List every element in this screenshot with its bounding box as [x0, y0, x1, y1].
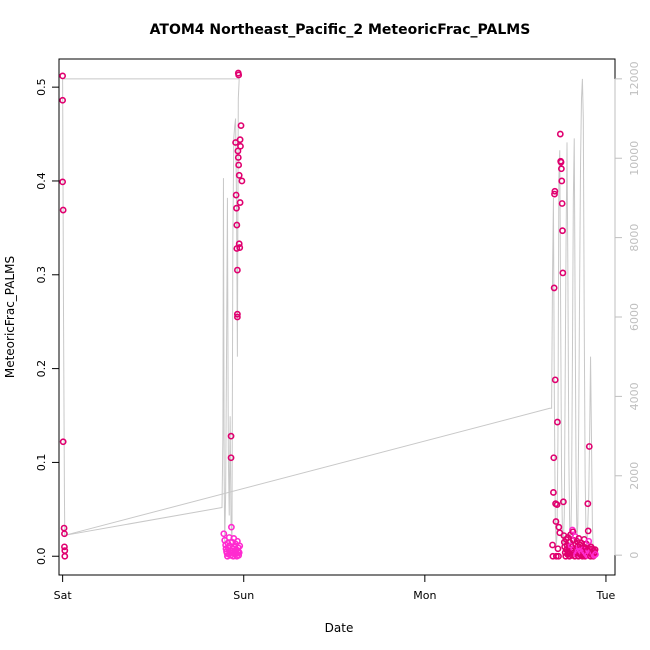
data-point — [559, 227, 566, 235]
data-point — [234, 154, 242, 161]
data-point — [233, 313, 241, 321]
data-point — [232, 191, 240, 199]
data-point — [551, 376, 559, 384]
data-point — [550, 284, 558, 292]
data-point — [235, 161, 243, 169]
data-point — [59, 96, 67, 104]
x-tick-label: Mon — [413, 589, 436, 602]
y-axis-label: MeteoricFrac_PALMS — [3, 256, 17, 378]
data-point — [61, 547, 69, 555]
data-point — [235, 551, 243, 559]
series-line-1 — [64, 78, 594, 552]
data-point — [61, 552, 69, 560]
data-point — [237, 142, 244, 150]
data-point — [59, 206, 67, 214]
data-point — [558, 177, 566, 185]
data-points-layer — [59, 69, 599, 560]
data-point — [235, 171, 243, 179]
chart-title: ATOM4 Northeast_Pacific_2 MeteoricFrac_P… — [150, 22, 531, 38]
data-point — [232, 139, 239, 146]
data-point — [235, 240, 243, 248]
data-point — [61, 543, 68, 551]
data-point — [59, 72, 67, 80]
data-point — [553, 501, 561, 509]
data-point — [236, 542, 244, 550]
data-point — [585, 443, 593, 450]
data-point — [227, 432, 235, 440]
data-point — [238, 177, 246, 185]
data-point — [550, 489, 557, 496]
data-point — [559, 498, 567, 506]
data-point — [557, 165, 565, 173]
data-point — [585, 537, 593, 545]
y-axis: 0.0 0.1 0.2 0.3 0.4 0.5 — [35, 78, 60, 565]
data-point — [551, 187, 559, 195]
y-tick-label: 0.2 — [35, 360, 48, 378]
data-point — [235, 71, 243, 79]
data-point — [236, 199, 244, 206]
right-y-tick-label: 10000 — [628, 141, 641, 176]
data-point — [558, 200, 566, 207]
data-point — [236, 244, 244, 251]
data-point — [554, 545, 562, 553]
data-point — [235, 549, 243, 556]
right-axis-line-layer — [62, 78, 594, 552]
data-point — [220, 530, 228, 538]
data-point — [233, 266, 241, 274]
data-point — [555, 523, 563, 531]
y-tick-label: 0.3 — [35, 266, 48, 284]
data-point — [549, 541, 556, 549]
data-point — [556, 130, 564, 138]
data-point — [551, 190, 558, 198]
right-y-tick-label: 8000 — [628, 224, 641, 252]
data-point — [584, 527, 592, 535]
y-tick-label: 0.1 — [35, 454, 48, 472]
right-y-tick-label: 0 — [628, 552, 641, 559]
data-point — [557, 158, 565, 166]
data-point — [555, 552, 562, 560]
data-point — [233, 221, 241, 229]
data-point — [550, 454, 558, 462]
data-point — [233, 204, 240, 212]
data-point — [233, 310, 241, 318]
x-axis-label: Date — [325, 621, 354, 635]
data-point — [61, 530, 68, 538]
data-point — [554, 418, 561, 426]
right-y-tick-label: 4000 — [628, 382, 641, 410]
data-point — [236, 136, 244, 144]
x-tick-label: Tue — [596, 589, 616, 602]
right-y-tick-label: 2000 — [628, 462, 641, 490]
data-point — [559, 269, 567, 277]
data-point — [227, 454, 235, 462]
x-tick-label: Sun — [233, 589, 254, 602]
x-axis: Sat Sun Mon Tue — [54, 574, 616, 602]
data-point — [237, 122, 245, 130]
y-tick-label: 0.4 — [35, 172, 48, 190]
data-point — [584, 500, 592, 508]
data-point — [592, 550, 599, 558]
data-point — [59, 178, 67, 186]
y-tick-label: 0.0 — [35, 547, 48, 565]
data-point — [60, 524, 68, 532]
right-y-tick-label: 12000 — [628, 61, 641, 96]
data-point — [59, 438, 67, 446]
right-y-tick-label: 6000 — [628, 303, 641, 331]
right-y-axis: 0 2000 4000 6000 8000 10000 12000 — [614, 61, 641, 559]
y-tick-label: 0.5 — [35, 78, 48, 96]
data-point — [552, 518, 560, 525]
data-point — [228, 523, 235, 531]
x-tick-label: Sat — [54, 589, 73, 602]
series-line-0 — [62, 78, 240, 544]
plot-frame — [58, 58, 616, 576]
